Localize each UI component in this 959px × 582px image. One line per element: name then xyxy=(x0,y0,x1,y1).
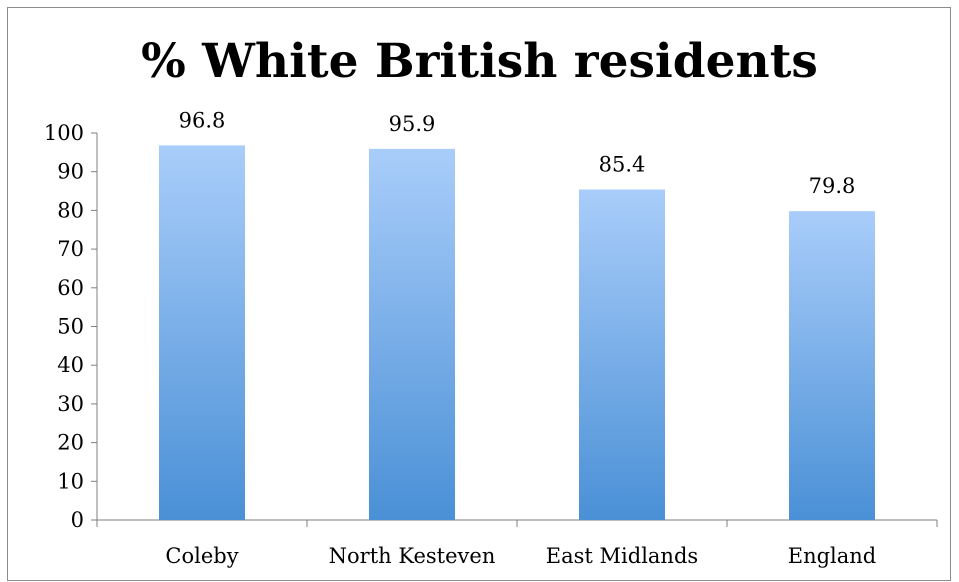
x-axis: Coleby North Kesteven East Midlands England xyxy=(96,519,938,568)
data-labels: 96.8 95.9 85.4 79.8 xyxy=(179,108,856,198)
bar-value-label: 95.9 xyxy=(389,112,436,136)
bar xyxy=(159,145,245,520)
x-category-label: Coleby xyxy=(165,544,238,568)
bar xyxy=(789,211,875,520)
bar-value-label: 79.8 xyxy=(809,174,856,198)
y-tick-label: 90 xyxy=(57,160,84,184)
bar-value-label: 85.4 xyxy=(599,153,646,177)
y-tick-label: 60 xyxy=(57,276,84,300)
y-tick-label: 30 xyxy=(57,392,84,416)
y-tick-label: 100 xyxy=(44,121,84,145)
y-tick-label: 10 xyxy=(57,469,84,493)
y-tick-label: 0 xyxy=(71,508,84,532)
y-tick-label: 40 xyxy=(57,353,84,377)
bar xyxy=(369,148,455,520)
y-axis: 0 10 20 30 40 50 60 70 80 90 100 xyxy=(44,121,98,532)
y-tick-label: 70 xyxy=(57,237,84,261)
bars xyxy=(159,145,875,520)
x-category-label: North Kesteven xyxy=(329,544,496,568)
y-tick-label: 80 xyxy=(57,198,84,222)
x-category-label: East Midlands xyxy=(546,544,698,568)
y-tick-label: 50 xyxy=(57,315,84,339)
x-category-label: England xyxy=(788,544,877,568)
chart-title: % White British residents xyxy=(141,34,818,89)
bar-value-label: 96.8 xyxy=(179,108,226,132)
bar xyxy=(579,189,665,520)
y-tick-label: 20 xyxy=(57,431,84,455)
